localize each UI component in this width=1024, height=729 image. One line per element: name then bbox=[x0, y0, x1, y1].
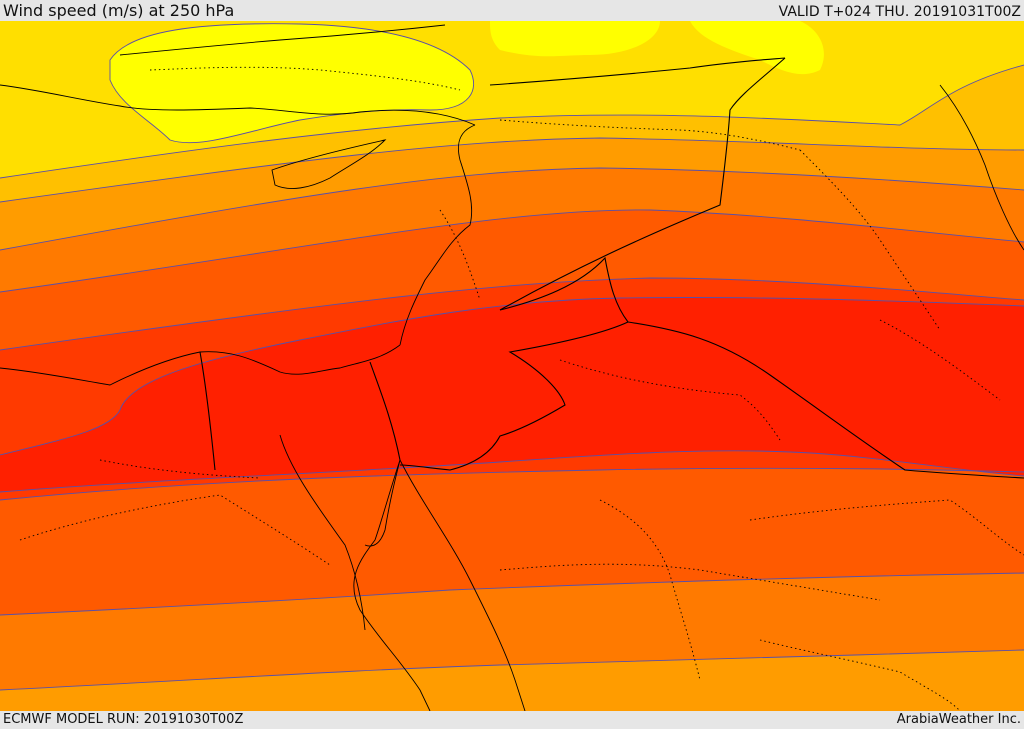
province-borders bbox=[19, 66, 1024, 711]
band-south-1 bbox=[0, 468, 1024, 615]
band-north-1 bbox=[110, 23, 474, 143]
credit-label: ArabiaWeather Inc. bbox=[896, 712, 1021, 727]
valid-time-label: VALID T+024 THU. 20191031T00Z bbox=[778, 4, 1021, 20]
model-run-label: ECMWF MODEL RUN: 20191030T00Z bbox=[3, 712, 244, 727]
band-north-1b bbox=[490, 21, 660, 57]
band-north-6 bbox=[0, 209, 1024, 350]
contour-lines bbox=[0, 23, 1024, 691]
band-north-4 bbox=[0, 138, 1024, 250]
band-jet-core bbox=[0, 297, 1024, 492]
wind-speed-map[interactable] bbox=[0, 21, 1024, 711]
band-south-3 bbox=[0, 650, 1024, 711]
coastlines bbox=[0, 24, 1024, 711]
country-borders bbox=[199, 57, 1024, 479]
map-header: Wind speed (m/s) at 250 hPa VALID T+024 … bbox=[0, 0, 1024, 21]
map-title: Wind speed (m/s) at 250 hPa bbox=[3, 1, 235, 20]
band-north-5 bbox=[0, 168, 1024, 292]
band-north-1c bbox=[690, 21, 824, 75]
band-north-3 bbox=[0, 65, 1024, 202]
map-footer: ECMWF MODEL RUN: 20191030T00Z ArabiaWeat… bbox=[0, 711, 1024, 729]
